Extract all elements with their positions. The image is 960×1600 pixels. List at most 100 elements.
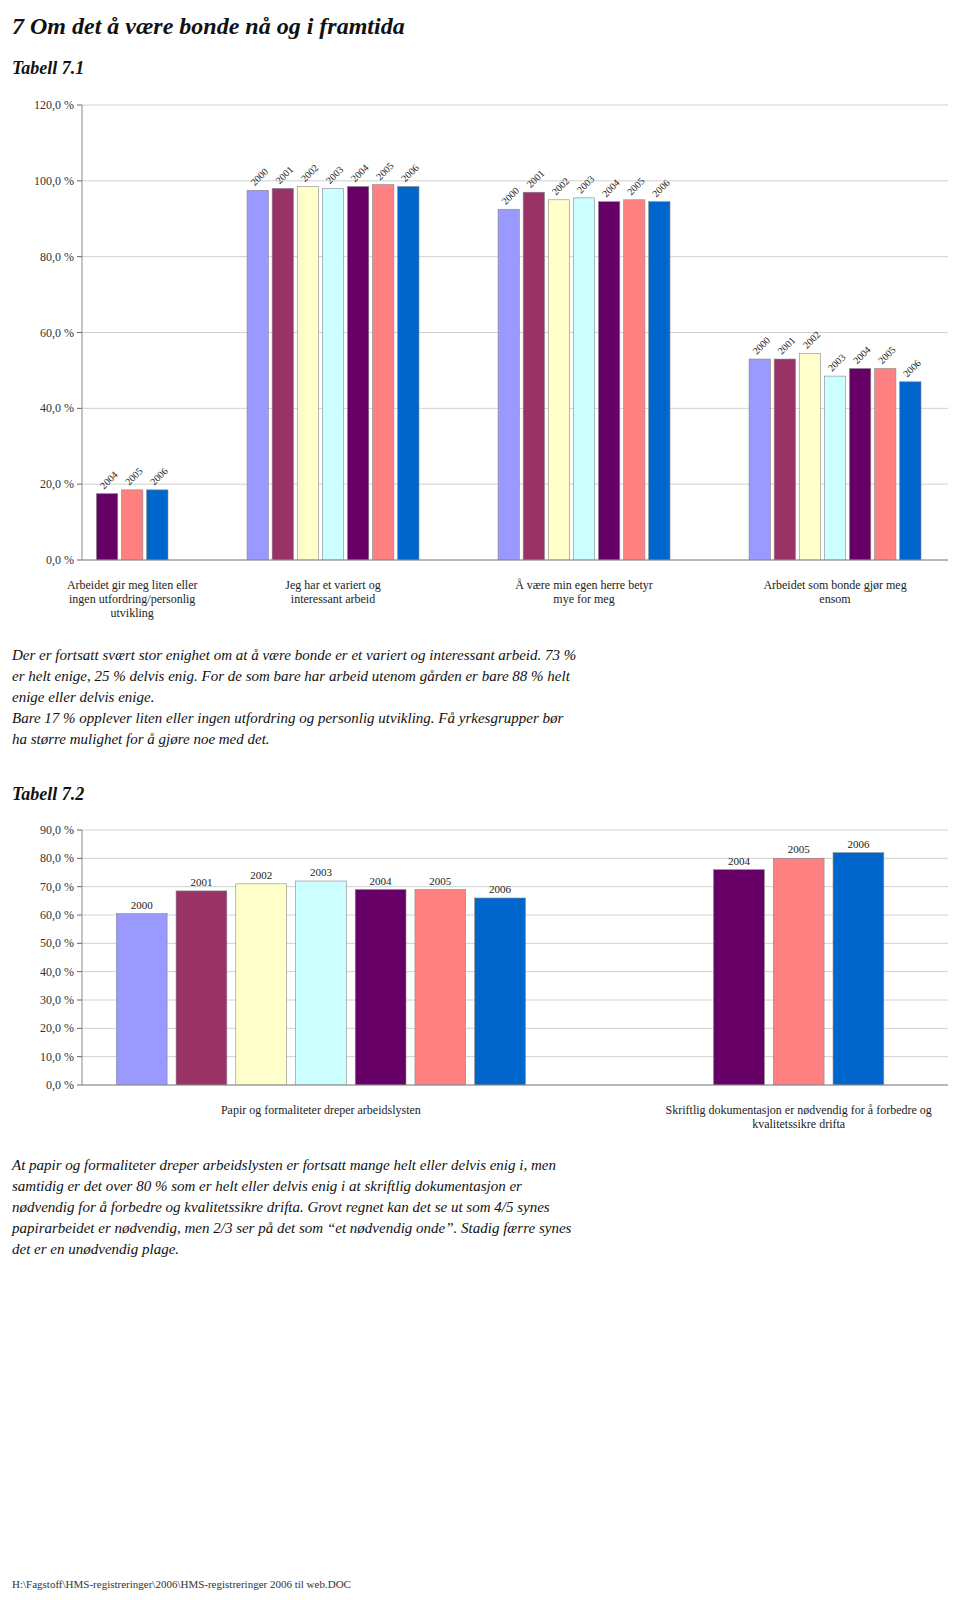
bar [297,187,318,560]
page: 7 Om det å være bonde nå og i framtidaTa… [0,0,960,1600]
tick-label: 120,0 % [34,98,74,112]
bar [833,853,884,1085]
year-label: 2004 [98,469,120,491]
year-label: 2002 [299,162,321,184]
bar-labels: 2000200120022003200420052006200420052006 [131,838,870,911]
body-text: At papir og formaliteter dreper arbeidsl… [11,1157,572,1257]
category-label: Skriftlig dokumentasjon er nødvendig for… [666,1103,932,1131]
bar [849,369,870,560]
tick-label: 60,0 % [40,326,74,340]
tick-mark [77,915,82,916]
year-label: 2006 [489,883,512,895]
tick-mark [77,560,82,561]
tick-mark [77,180,82,181]
bar [573,198,594,560]
year-label: 2005 [123,465,145,487]
year-label: 2005 [876,344,898,366]
year-label: 2005 [625,175,647,197]
tick-label: 100,0 % [34,174,74,188]
tick-mark [77,971,82,972]
bars [96,185,921,560]
bar [773,858,824,1085]
bar [624,200,645,560]
bar [799,353,820,560]
bar [398,187,419,560]
year-label: 2003 [310,866,333,878]
year-label: 2005 [788,843,811,855]
year-label: 2000 [499,185,521,207]
year-label: 2002 [550,175,572,197]
chart: Tabell 7.10,0 %20,0 %40,0 %60,0 %80,0 %1… [11,58,948,747]
year-label: 2002 [801,329,823,351]
tick-mark [77,830,82,831]
tick-label: 50,0 % [40,936,74,950]
grid-line [82,560,948,561]
bar [714,870,765,1085]
bar [176,891,227,1085]
y-axis [82,105,83,560]
grid-line [82,1085,948,1086]
year-label: 2001 [190,876,212,888]
tick-mark [77,943,82,944]
year-label: 2005 [429,875,452,887]
bar [122,490,143,560]
bar [296,881,347,1085]
bar [116,914,167,1085]
tick-label: 40,0 % [40,965,74,979]
year-label: 2000 [131,899,154,911]
tick-mark [77,484,82,485]
category-label: Jeg har et variert oginteressant arbeid [285,578,380,606]
bar [824,376,845,560]
year-label: 2002 [250,869,272,881]
year-label: 2004 [349,162,371,184]
tick-label: 80,0 % [40,851,74,865]
footer: H:\Fagstoff\HMS-registreringer\2006\HMS-… [12,1578,351,1590]
tick-mark [77,1085,82,1086]
year-label: 2001 [775,335,797,357]
year-label: 2006 [650,177,672,199]
tick-label: 20,0 % [40,1021,74,1035]
year-label: 2000 [750,335,772,357]
bar [347,187,368,560]
tick-label: 90,0 % [40,823,74,837]
year-label: 2004 [728,855,751,867]
grid: 0,0 %20,0 %40,0 %60,0 %80,0 %100,0 %120,… [34,98,948,567]
bar [875,369,896,560]
bar [900,382,921,560]
x-axis [82,560,948,561]
tick-label: 0,0 % [46,1078,74,1092]
body-text: Der er fortsatt svært stor enighet om at… [11,647,576,747]
year-label: 2004 [600,177,622,199]
tick-mark [77,1028,82,1029]
tick-mark [77,1000,82,1001]
tick-mark [77,256,82,257]
bar [415,890,466,1086]
grid-line [82,830,948,831]
bar-labels: 2004200520062000200120022003200420052006… [98,160,923,491]
bar [373,185,394,560]
year-label: 2003 [575,173,597,195]
year-label: 2006 [399,162,421,184]
year-label: 2001 [273,164,295,186]
tick-label: 0,0 % [46,553,74,567]
bar [322,188,343,560]
grid-line [82,105,948,106]
tick-mark [77,858,82,859]
bar [498,209,519,560]
year-label: 2006 [847,838,870,850]
category-label: Papir og formaliteter dreper arbeidslyst… [221,1103,421,1117]
tick-label: 30,0 % [40,993,74,1007]
tick-label: 40,0 % [40,401,74,415]
tick-label: 60,0 % [40,908,74,922]
year-label: 2001 [524,168,546,190]
grid: 0,0 %10,0 %20,0 %30,0 %40,0 %50,0 %60,0 … [40,823,948,1092]
tick-mark [77,886,82,887]
tick-label: 20,0 % [40,477,74,491]
chart-title: Tabell 7.2 [12,784,84,804]
grid-line [82,180,948,181]
year-label: 2006 [148,465,170,487]
bar [598,202,619,560]
tick-label: 70,0 % [40,880,74,894]
chart: Tabell 7.20,0 %10,0 %20,0 %30,0 %40,0 %5… [11,784,948,1257]
bar [548,200,569,560]
